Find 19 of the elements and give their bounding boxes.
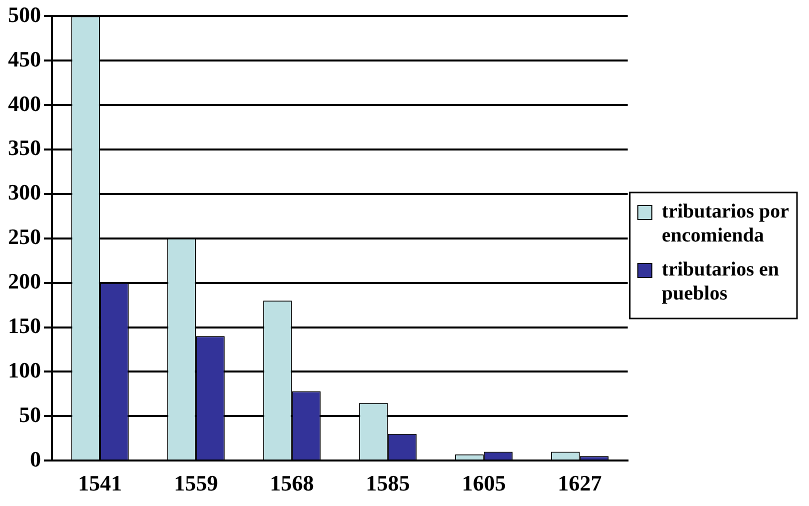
x-tick-label: 1605 bbox=[462, 470, 506, 496]
x-tick-label: 1568 bbox=[270, 470, 314, 496]
y-tick-label: 400 bbox=[8, 90, 41, 116]
y-tick-label: 300 bbox=[8, 180, 41, 205]
y-tick-label: 150 bbox=[8, 312, 41, 338]
legend-label: tributarios por encomienda bbox=[662, 200, 790, 247]
y-tick-label: 0 bbox=[30, 446, 41, 472]
y-tick-label: 50 bbox=[19, 402, 41, 427]
x-tick-label: 1559 bbox=[174, 470, 218, 496]
y-tick-label: 350 bbox=[8, 135, 41, 160]
legend-label: tributarios en pueblos bbox=[662, 258, 779, 305]
y-tick-label: 500 bbox=[8, 2, 41, 27]
y-tick-label: 100 bbox=[8, 357, 41, 382]
x-tick-label: 1541 bbox=[78, 470, 122, 496]
y-tick-label: 250 bbox=[8, 224, 41, 250]
y-tick-label: 200 bbox=[8, 268, 41, 294]
x-tick-label: 1585 bbox=[366, 470, 410, 496]
y-tick-label: 450 bbox=[8, 46, 41, 72]
x-tick-label: 1627 bbox=[558, 470, 602, 496]
